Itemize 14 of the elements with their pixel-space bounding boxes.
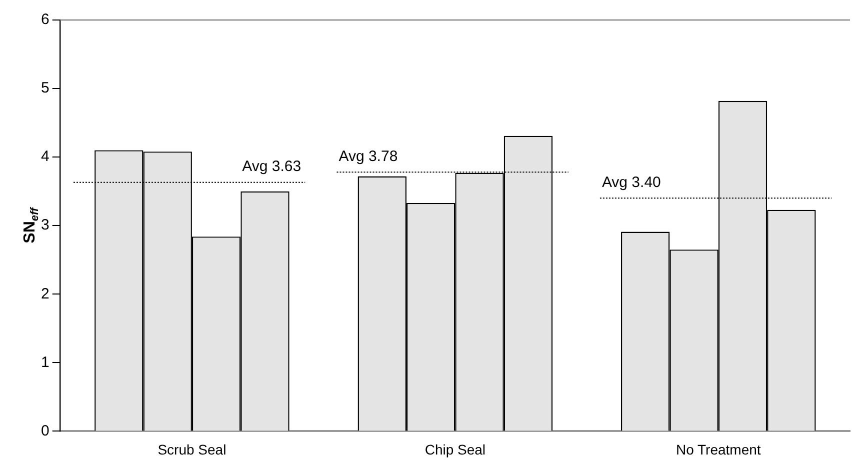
y-tick-label: 0 (41, 422, 50, 440)
y-tick-label: 5 (41, 80, 50, 97)
y-tick-label: 2 (41, 285, 50, 302)
ref-line-label: Avg 3.63 (242, 158, 302, 176)
y-tick-label: 4 (41, 148, 50, 166)
y-tick-label: 1 (41, 354, 50, 371)
x-tick-label: No Treatment (676, 441, 761, 458)
y-axis-title: SNeff (21, 206, 42, 244)
x-tick-label: Chip Seal (424, 441, 486, 458)
y-tick-label: 3 (41, 216, 50, 234)
y-tick-label: 6 (41, 11, 50, 28)
ref-line-label: Avg 3.40 (602, 174, 661, 191)
ref-line-label: Avg 3.78 (338, 148, 398, 165)
x-tick-label: Scrub Seal (158, 441, 226, 458)
